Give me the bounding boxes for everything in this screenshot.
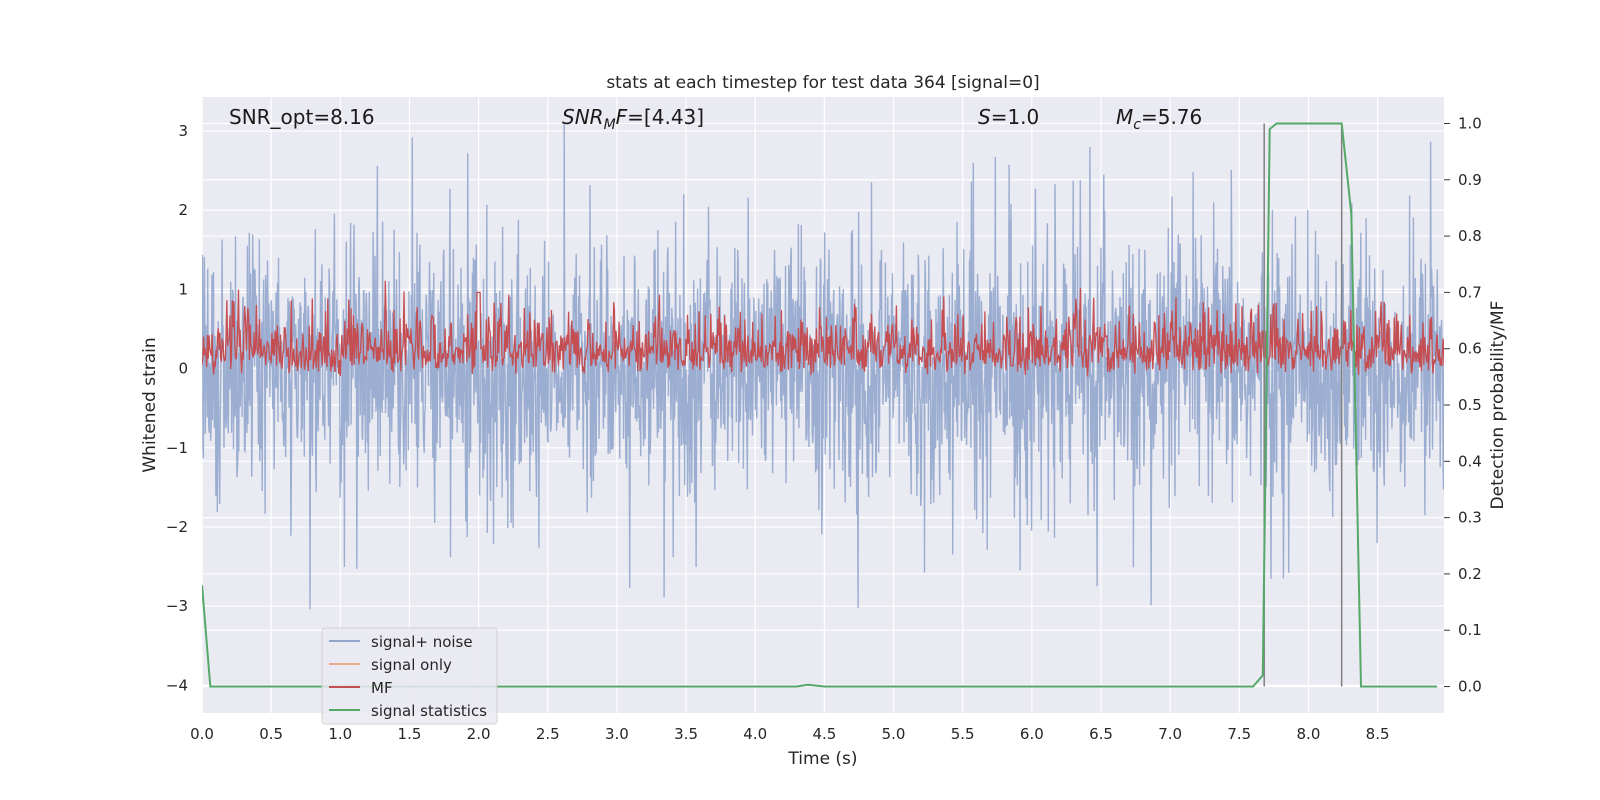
x-tick-label: 3.5: [674, 725, 698, 743]
series-mf: [202, 280, 1444, 377]
x-tick-label: 8.0: [1297, 725, 1321, 743]
y-axis-left-ticks: −4 −3 −2 −1 0 1 2 3: [166, 122, 188, 694]
y-left-tick-label: −3: [166, 597, 188, 615]
series-mf-line: [202, 280, 1444, 377]
x-tick-label: 3.0: [605, 725, 629, 743]
x-tick-label: 1.5: [398, 725, 422, 743]
y-left-tick-label: −4: [166, 676, 188, 694]
y-right-tick-label: 1.0: [1458, 114, 1482, 132]
x-tick-label: 2.5: [536, 725, 560, 743]
annotation-snr-opt: SNR_opt=8.16: [229, 105, 375, 129]
y-right-tick-label: 0.5: [1458, 396, 1482, 414]
y-right-tick-label: 0.1: [1458, 621, 1482, 639]
x-tick-label: 4.5: [812, 725, 836, 743]
y-left-tick-label: 2: [178, 201, 188, 219]
legend-label-signal-noise: signal+ noise: [371, 633, 473, 651]
x-tick-label: 7.0: [1158, 725, 1182, 743]
x-axis-label: Time (s): [787, 749, 857, 769]
x-tick-label: 5.0: [882, 725, 906, 743]
y-left-tick-label: 3: [178, 122, 188, 140]
y-right-tick-label: 0.4: [1458, 452, 1482, 470]
y-right-tick-label: 0.9: [1458, 171, 1482, 189]
x-tick-label: 5.5: [951, 725, 975, 743]
annotation-mc: Mc=5.76: [1116, 105, 1202, 133]
y-right-tick-label: 0.0: [1458, 678, 1482, 696]
x-tick-label: 0.5: [259, 725, 283, 743]
y-right-tick-label: 0.7: [1458, 283, 1482, 301]
x-axis-ticks: 0.0 0.5 1.0 1.5 2.0 2.5 3.0 3.5 4.0 4.5 5.0 5.5 6.0 6…: [190, 725, 1389, 743]
legend-box: [321, 627, 498, 725]
legend: signal+ noise signal only MF signal stat…: [321, 627, 498, 725]
x-tick-label: 1.0: [328, 725, 352, 743]
y-axis-right-ticks: 0.0 0.1 0.2 0.3 0.4 0.5 0.6 0.7 0.8 0.9 1.0: [1444, 114, 1482, 696]
x-tick-label: 8.5: [1366, 725, 1390, 743]
series-signal-noise: [202, 124, 1444, 610]
y-left-tick-label: 0: [178, 360, 188, 378]
y-axis-right-label: Detection probability/MF: [1488, 301, 1508, 510]
y-left-tick-label: −2: [166, 518, 188, 536]
y-right-tick-label: 0.2: [1458, 565, 1482, 583]
x-tick-label: 2.0: [467, 725, 491, 743]
y-left-tick-label: −1: [166, 439, 188, 457]
legend-label-signal-only: signal only: [371, 656, 452, 674]
chart-title: stats at each timestep for test data 364…: [606, 73, 1039, 93]
annotation-s: S=1.0: [978, 105, 1039, 129]
x-tick-label: 7.5: [1227, 725, 1251, 743]
series-signal-noise-line: [202, 124, 1444, 610]
annotations: SNR_opt=8.16 SNRMF=[4.43] S=1.0 Mc=5.76: [229, 105, 1202, 133]
y-left-tick-label: 1: [178, 280, 188, 298]
y-right-tick-label: 0.3: [1458, 509, 1482, 527]
x-tick-label: 0.0: [190, 725, 214, 743]
x-tick-label: 4.0: [743, 725, 767, 743]
y-right-tick-label: 0.6: [1458, 340, 1482, 358]
y-right-tick-label: 0.8: [1458, 227, 1482, 245]
annotation-snr-mf: SNRMF=[4.43]: [562, 105, 704, 133]
y-axis-left-label: Whitened strain: [140, 337, 160, 472]
series-signal-statistics: [202, 122, 1438, 688]
series-signal-statistics-line: [202, 122, 1438, 688]
legend-label-signal-statistics: signal statistics: [371, 702, 487, 720]
x-tick-label: 6.0: [1020, 725, 1044, 743]
x-tick-label: 6.5: [1089, 725, 1113, 743]
legend-label-mf: MF: [371, 679, 393, 697]
